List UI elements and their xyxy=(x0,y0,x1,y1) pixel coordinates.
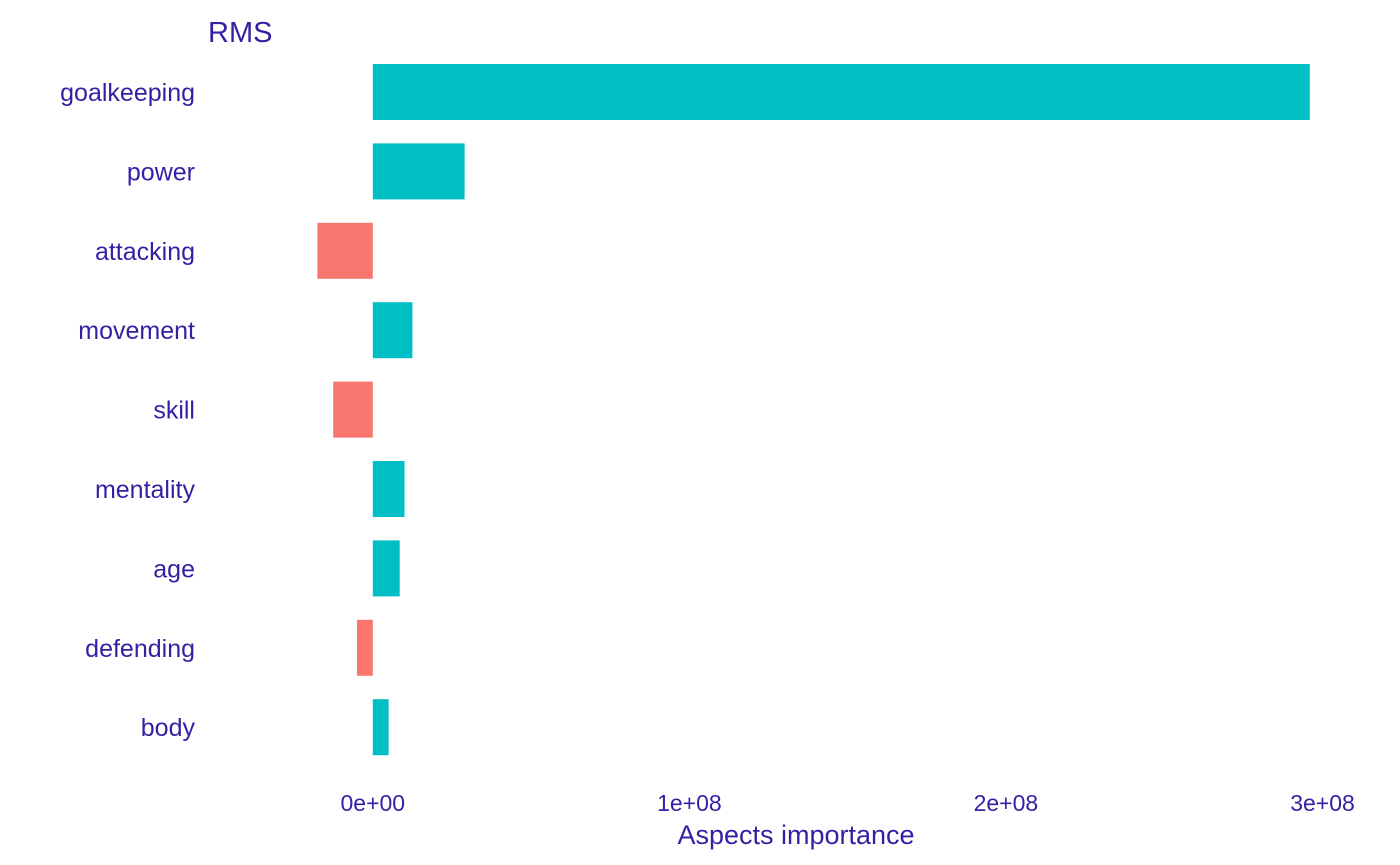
category-label-mentality: mentality xyxy=(95,476,196,504)
category-label-defending: defending xyxy=(85,635,195,663)
category-label-attacking: attacking xyxy=(95,238,195,266)
x-tick-label: 1e+08 xyxy=(657,790,722,816)
bar-movement xyxy=(372,302,413,359)
category-label-body: body xyxy=(141,714,196,742)
x-tick-label: 3e+08 xyxy=(1290,790,1355,816)
chart-title: RMS xyxy=(208,17,272,49)
bar-defending xyxy=(357,619,373,676)
x-axis-title: Aspects importance xyxy=(677,820,914,850)
category-labels: goalkeeping power attacking movement skill me… xyxy=(60,79,195,742)
category-label-movement: movement xyxy=(78,317,195,345)
bars-layer xyxy=(317,64,1310,756)
category-label-skill: skill xyxy=(153,397,195,425)
category-label-power: power xyxy=(127,158,195,186)
bar-skill xyxy=(333,381,373,438)
category-label-age: age xyxy=(153,555,195,583)
bar-goalkeeping xyxy=(372,64,1310,120)
bar-power xyxy=(372,143,465,200)
x-tick-label: 2e+08 xyxy=(974,790,1039,816)
bar-body xyxy=(372,699,389,756)
x-tick-labels: 0e+00 1e+08 2e+08 3e+08 xyxy=(340,790,1354,816)
bar-mentality xyxy=(372,461,405,517)
bar-attacking xyxy=(317,222,373,279)
x-tick-label: 0e+00 xyxy=(340,790,405,816)
category-label-goalkeeping: goalkeeping xyxy=(60,79,195,107)
bar-age xyxy=(372,540,400,597)
